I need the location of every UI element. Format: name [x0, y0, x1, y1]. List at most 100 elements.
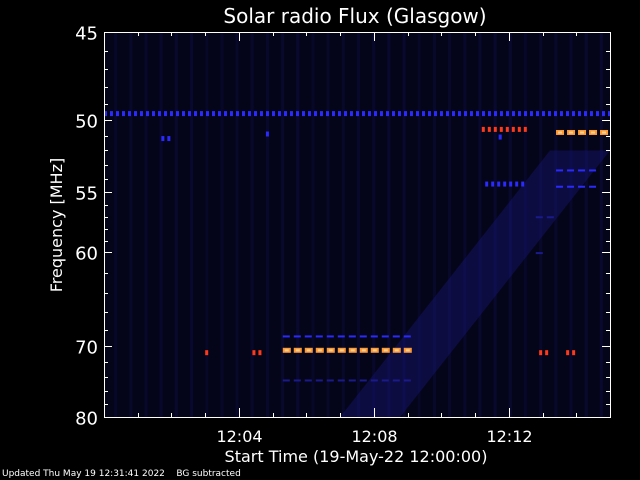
y-tick-label: 80 — [75, 409, 98, 430]
emission-mark — [146, 111, 149, 117]
emission-mark — [293, 335, 301, 338]
emission-mark — [236, 111, 239, 117]
background-streak — [539, 32, 543, 417]
emission-mark — [584, 111, 587, 117]
emission-mark — [535, 216, 543, 219]
emission-mark — [556, 185, 564, 188]
emission-bands — [104, 111, 611, 382]
emission-mark — [161, 136, 165, 142]
emission-mark — [370, 335, 378, 338]
emission-mark — [596, 111, 599, 117]
emission-core — [602, 131, 607, 134]
emission-mark — [608, 111, 611, 117]
background-streak — [341, 32, 345, 417]
background-streak — [463, 32, 467, 417]
emission-mark — [578, 169, 586, 172]
emission-mark — [446, 111, 449, 117]
background-streak — [129, 32, 133, 417]
emission-core — [295, 349, 300, 352]
background-streak — [174, 32, 178, 417]
emission-mark — [578, 111, 581, 117]
emission-mark — [560, 111, 563, 117]
emission-mark — [487, 126, 491, 132]
emission-mark — [315, 335, 323, 338]
emission-mark — [602, 111, 605, 117]
emission-mark — [515, 181, 519, 187]
emission-mark — [530, 111, 533, 117]
emission-mark — [548, 111, 551, 117]
emission-mark — [282, 335, 290, 338]
emission-mark — [452, 111, 455, 117]
emission-mark — [567, 185, 575, 188]
emission-mark — [194, 111, 197, 117]
emission-core — [350, 349, 355, 352]
emission-mark — [200, 111, 203, 117]
x-tick-label: 12:08 — [351, 427, 397, 446]
background-streak — [265, 32, 269, 417]
emission-mark — [304, 379, 312, 382]
background-streak — [311, 32, 315, 417]
emission-mark — [403, 335, 411, 338]
emission-mark — [380, 111, 383, 117]
emission-mark — [304, 335, 312, 338]
emission-core — [591, 131, 596, 134]
footer: Updated Thu May 19 12:31:41 2022 BG subt… — [2, 469, 241, 479]
emission-mark — [546, 216, 554, 219]
emission-mark — [314, 111, 317, 117]
x-tick-label: 12:12 — [486, 427, 532, 446]
emission-mark — [122, 111, 125, 117]
emission-mark — [556, 169, 564, 172]
emission-mark — [535, 252, 543, 255]
emission-mark — [498, 134, 502, 140]
background-streak — [250, 32, 254, 417]
emission-mark — [512, 111, 515, 117]
x-tick-label: 12:04 — [216, 427, 262, 446]
emission-mark — [523, 126, 527, 132]
emission-mark — [517, 126, 521, 132]
emission-mark — [505, 126, 509, 132]
background-streak — [281, 32, 285, 417]
emission-mark — [506, 111, 509, 117]
emission-mark — [362, 111, 365, 117]
y-tick-label: 50 — [75, 112, 98, 133]
emission-mark — [293, 379, 301, 382]
background-streak — [190, 32, 194, 417]
emission-mark — [278, 111, 281, 117]
background-streak — [569, 32, 573, 417]
emission-mark — [422, 111, 425, 117]
background-streak — [554, 32, 558, 417]
emission-mark — [398, 111, 401, 117]
emission-mark — [164, 111, 167, 117]
emission-mark — [497, 181, 501, 187]
emission-mark — [338, 111, 341, 117]
background-streak — [508, 32, 512, 417]
emission-mark — [539, 350, 543, 356]
emission-mark — [590, 111, 593, 117]
x-axis-label: Start Time (19-May-22 12:00:00) — [225, 447, 488, 466]
emission-mark — [392, 379, 400, 382]
emission-mark — [359, 379, 367, 382]
emission-mark — [410, 111, 413, 117]
emission-mark — [315, 379, 323, 382]
emission-mark — [284, 111, 287, 117]
background-streak — [220, 32, 224, 417]
emission-mark — [589, 185, 597, 188]
emission-mark — [320, 111, 323, 117]
background-streak — [493, 32, 497, 417]
emission-mark — [344, 111, 347, 117]
x-axis: 12:04 12:08 12:12 — [138, 32, 577, 446]
emission-mark — [589, 169, 597, 172]
emission-core — [405, 349, 410, 352]
emission-mark — [205, 350, 209, 356]
emission-mark — [578, 185, 586, 188]
emission-mark — [416, 111, 419, 117]
emission-mark — [218, 111, 221, 117]
emission-mark — [359, 335, 367, 338]
emission-mark — [282, 379, 290, 382]
emission-mark — [481, 126, 485, 132]
emission-mark — [476, 111, 479, 117]
background-streak — [205, 32, 209, 417]
emission-mark — [134, 111, 137, 117]
background-streak — [417, 32, 421, 417]
